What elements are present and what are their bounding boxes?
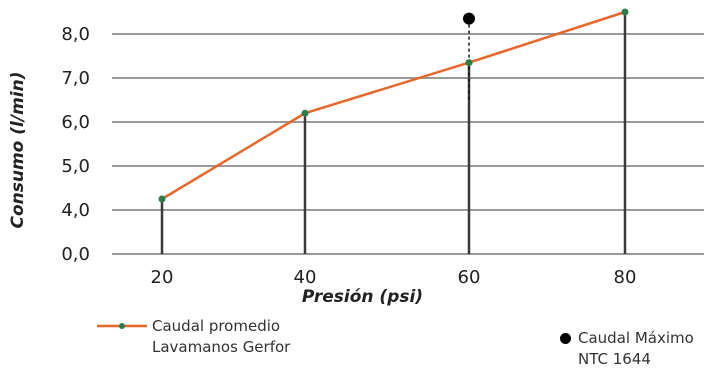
y-tick-label: 7,0 bbox=[61, 68, 90, 89]
legend-series-label-1: Caudal promedio bbox=[152, 316, 280, 336]
legend-swatch-marker bbox=[119, 323, 125, 329]
legend-reference-label-2: NTC 1644 bbox=[578, 349, 651, 369]
series-point bbox=[302, 110, 309, 117]
y-axis-label-box: Consumo (l/min) bbox=[6, 60, 30, 240]
series-point bbox=[159, 196, 166, 203]
legend-series-swatch bbox=[97, 315, 147, 355]
legend-series-label-2: Lavamanos Gerfor bbox=[152, 337, 290, 357]
x-axis-label: Presión (psi) bbox=[0, 287, 705, 307]
y-tick-label: 8,0 bbox=[61, 24, 90, 45]
x-tick-label: 80 bbox=[614, 267, 637, 288]
x-tick-label: 20 bbox=[151, 267, 174, 288]
x-tick-label: 60 bbox=[458, 267, 481, 288]
y-tick-label: 5,0 bbox=[61, 156, 90, 177]
y-tick-label: 6,0 bbox=[61, 112, 90, 133]
legend-reference-dot bbox=[560, 333, 571, 344]
series-line bbox=[162, 12, 625, 199]
y-tick-label: 0,0 bbox=[61, 244, 90, 265]
y-axis-label: Consumo (l/min) bbox=[8, 71, 28, 228]
reference-point bbox=[463, 13, 475, 25]
x-tick-label: 40 bbox=[294, 267, 317, 288]
y-tick-label: 4,0 bbox=[61, 200, 90, 221]
series-point bbox=[622, 9, 629, 16]
legend-reference-label-1: Caudal Máximo bbox=[578, 328, 694, 348]
series-point bbox=[466, 59, 473, 66]
